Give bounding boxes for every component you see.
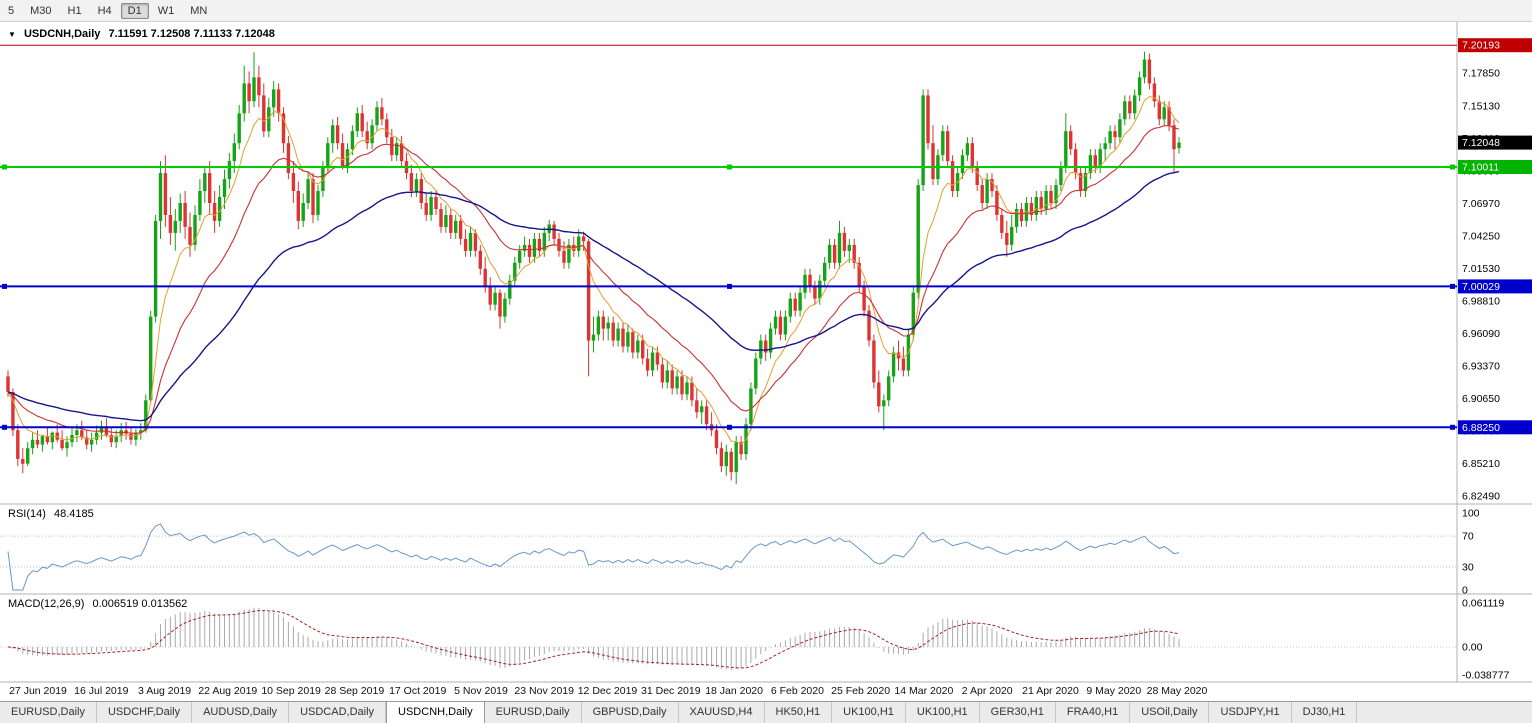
svg-text:0: 0	[1462, 585, 1468, 597]
hline-handle[interactable]	[1450, 424, 1455, 430]
svg-text:6 Feb 2020: 6 Feb 2020	[771, 685, 824, 697]
symbol-period-label: USDCNH,Daily	[23, 28, 101, 40]
svg-text:30: 30	[1462, 561, 1474, 573]
ohlc-values: 7.11591 7.12508 7.11133 7.12048	[108, 28, 275, 40]
timeframe-toolbar: 5 M30 H1 H4 D1 W1 MN	[0, 0, 1532, 22]
svg-text:27 Jun 2019: 27 Jun 2019	[9, 685, 67, 697]
hline-handle[interactable]	[2, 424, 7, 430]
svg-text:2 Apr 2020: 2 Apr 2020	[962, 685, 1013, 697]
svg-text:7.06970: 7.06970	[1462, 198, 1500, 210]
svg-text:5 Nov 2019: 5 Nov 2019	[454, 685, 508, 697]
svg-text:10 Sep 2019: 10 Sep 2019	[261, 685, 321, 697]
tab-FRA40-H1[interactable]: FRA40,H1	[1056, 702, 1131, 723]
pane-separators	[0, 22, 1532, 683]
svg-text:7.20193: 7.20193	[1462, 40, 1500, 52]
tab-EURUSD-Daily[interactable]: EURUSD,Daily	[485, 702, 582, 723]
period-button-5[interactable]: 5	[8, 4, 15, 17]
rsi-value: 48.4185	[53, 508, 94, 520]
svg-text:31 Dec 2019: 31 Dec 2019	[641, 685, 701, 697]
chart-canvas[interactable]: 7.178507.151307.124107.096907.069707.042…	[0, 22, 1532, 701]
hline-handle[interactable]	[2, 283, 7, 289]
price-badges: 7.20193 7.12048 7.10011 7.00029 6.88250	[1458, 38, 1532, 435]
svg-text:21 Apr 2020: 21 Apr 2020	[1022, 685, 1079, 697]
svg-text:9 May 2020: 9 May 2020	[1086, 685, 1141, 697]
rsi-name: RSI(14)	[8, 508, 46, 520]
svg-text:100: 100	[1462, 508, 1480, 520]
date-axis: 27 Jun 2019 16 Jul 2019 3 Aug 2019 22 Aug 2…	[9, 685, 1207, 697]
svg-text:6.93370: 6.93370	[1462, 361, 1500, 373]
svg-text:6.85210: 6.85210	[1462, 458, 1500, 470]
chart-area: ▼ USDCNH,Daily 7.11591 7.12508 7.11133 7…	[0, 22, 1532, 701]
svg-text:22 Aug 2019: 22 Aug 2019	[198, 685, 257, 697]
hline-handle[interactable]	[727, 283, 732, 289]
svg-text:28 May 2020: 28 May 2020	[1147, 685, 1208, 697]
horizontal-lines[interactable]	[0, 44, 1457, 430]
symbol-tab-bar: EURUSD,Daily USDCHF,Daily AUDUSD,Daily USDC…	[0, 701, 1532, 723]
candlesticks	[6, 51, 1181, 485]
tab-AUDUSD-Daily[interactable]: AUDUSD,Daily	[192, 702, 290, 723]
period-button-H4[interactable]: H4	[97, 4, 112, 17]
tab-USDCAD-Daily[interactable]: USDCAD,Daily	[289, 702, 387, 723]
svg-text:7.10011: 7.10011	[1462, 162, 1499, 174]
tab-GBPUSD-Daily[interactable]: GBPUSD,Daily	[582, 702, 679, 723]
tab-USDJPY-H1[interactable]: USDJPY,H1	[1209, 702, 1292, 723]
svg-text:70: 70	[1462, 531, 1474, 543]
tab-GER30-H1[interactable]: GER30,H1	[980, 702, 1056, 723]
tab-UK100-H1[interactable]: UK100,H1	[906, 702, 980, 723]
hline-handle[interactable]	[727, 164, 732, 170]
period-button-D1[interactable]: D1	[120, 2, 149, 19]
svg-text:0.00: 0.00	[1462, 642, 1483, 654]
rsi-pane: 100 70 30 0	[0, 508, 1480, 597]
macd-values: 0.006519 0.013562	[92, 598, 188, 610]
macd-pane: 0.061119 0.00 -0.038777	[0, 598, 1509, 681]
macd-name: MACD(12,26,9)	[8, 598, 85, 610]
svg-text:7.01530: 7.01530	[1462, 263, 1500, 275]
hline-handle[interactable]	[1450, 164, 1455, 170]
tab-USOil-Daily[interactable]: USOil,Daily	[1130, 702, 1210, 723]
svg-text:16 Jul 2019: 16 Jul 2019	[74, 685, 128, 697]
svg-text:6.96090: 6.96090	[1462, 328, 1500, 340]
svg-text:-0.038777: -0.038777	[1462, 669, 1509, 681]
svg-text:3 Aug 2019: 3 Aug 2019	[138, 685, 191, 697]
period-button-H1[interactable]: H1	[67, 4, 82, 17]
period-button-MN[interactable]: MN	[190, 4, 208, 17]
macd-indicator-label: MACD(12,26,9) 0.006519 0.013562	[8, 598, 187, 610]
tab-EURUSD-Daily[interactable]: EURUSD,Daily	[0, 702, 97, 723]
svg-text:7.04250: 7.04250	[1462, 230, 1500, 242]
svg-text:18 Jan 2020: 18 Jan 2020	[705, 685, 763, 697]
svg-text:0.061119: 0.061119	[1462, 598, 1504, 610]
period-button-W1[interactable]: W1	[157, 4, 175, 17]
tab-UK100-H1[interactable]: UK100,H1	[832, 702, 906, 723]
svg-text:7.17850: 7.17850	[1462, 68, 1500, 80]
hline-handle[interactable]	[2, 164, 7, 170]
svg-text:25 Feb 2020: 25 Feb 2020	[831, 685, 890, 697]
tab-XAUUSD-H4[interactable]: XAUUSD,H4	[679, 702, 765, 723]
chart-title: ▼ USDCNH,Daily 7.11591 7.12508 7.11133 7…	[8, 28, 275, 40]
one-click-trading-arrow-icon[interactable]: ▼	[8, 30, 16, 39]
svg-text:14 Mar 2020: 14 Mar 2020	[894, 685, 953, 697]
tab-USDCNH-Daily[interactable]: USDCNH,Daily	[386, 702, 485, 723]
svg-text:28 Sep 2019: 28 Sep 2019	[325, 685, 385, 697]
period-button-M30[interactable]: M30	[30, 4, 52, 17]
svg-text:6.82490: 6.82490	[1462, 491, 1500, 503]
tab-USDCHF-Daily[interactable]: USDCHF,Daily	[97, 702, 193, 723]
svg-text:6.90650: 6.90650	[1462, 393, 1500, 405]
svg-text:7.00029: 7.00029	[1462, 281, 1500, 293]
svg-text:12 Dec 2019: 12 Dec 2019	[578, 685, 638, 697]
rsi-indicator-label: RSI(14) 48.4185	[8, 508, 94, 520]
hline-handle[interactable]	[1450, 283, 1455, 289]
chart-background	[0, 22, 1532, 701]
svg-text:7.15130: 7.15130	[1462, 100, 1500, 112]
svg-text:6.88250: 6.88250	[1462, 422, 1500, 434]
svg-text:7.12048: 7.12048	[1462, 137, 1500, 149]
svg-text:23 Nov 2019: 23 Nov 2019	[514, 685, 574, 697]
tab-HK50-H1[interactable]: HK50,H1	[765, 702, 833, 723]
svg-text:6.98810: 6.98810	[1462, 296, 1500, 308]
svg-text:17 Oct 2019: 17 Oct 2019	[389, 685, 446, 697]
tab-DJ30-H1[interactable]: DJ30,H1	[1292, 702, 1358, 723]
hline-handle[interactable]	[727, 424, 732, 430]
